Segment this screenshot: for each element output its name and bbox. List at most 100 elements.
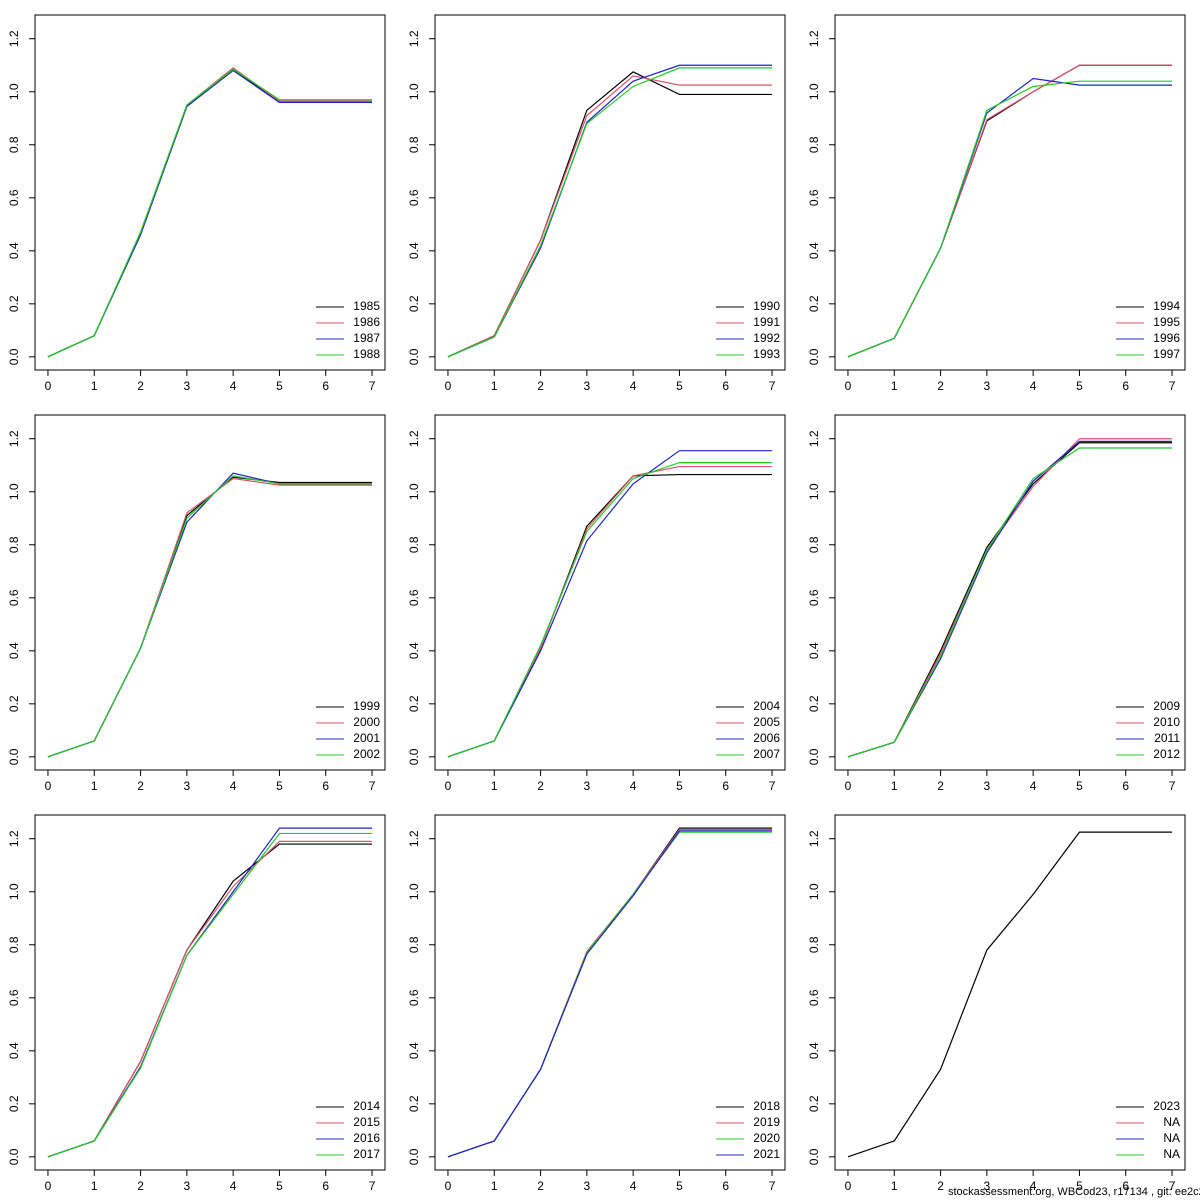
y-tick-label: 1.0 [7, 883, 21, 900]
series-line [47, 67, 373, 358]
series-line [447, 75, 773, 358]
y-tick-label: 0.2 [407, 695, 421, 712]
series-line [447, 828, 773, 1158]
series-line [847, 438, 1173, 758]
x-tick-label: 5 [1076, 1179, 1083, 1193]
legend-label: 2000 [353, 715, 380, 729]
x-tick-label: 6 [322, 779, 329, 793]
y-tick-label: 0.8 [407, 936, 421, 953]
y-tick-label: 0.6 [807, 989, 821, 1006]
y-tick-label: 0.8 [7, 936, 21, 953]
y-tick-label: 1.2 [807, 830, 821, 847]
legend-label: 1995 [1153, 315, 1180, 329]
y-tick-label: 0.8 [407, 536, 421, 553]
x-tick-label: 7 [1169, 779, 1176, 793]
legend-label: NA [1163, 1115, 1180, 1129]
y-tick-label: 1.2 [407, 430, 421, 447]
x-tick-label: 4 [230, 779, 237, 793]
x-tick-label: 2 [937, 779, 944, 793]
y-tick-label: 0.6 [407, 189, 421, 206]
x-tick-label: 3 [584, 379, 591, 393]
x-tick-label: 5 [676, 779, 683, 793]
y-tick-label: 1.0 [807, 883, 821, 900]
y-tick-label: 0.2 [807, 295, 821, 312]
x-tick-label: 5 [276, 1179, 283, 1193]
series-line [47, 69, 373, 358]
y-tick-label: 1.2 [807, 430, 821, 447]
y-tick-label: 0.0 [407, 1148, 421, 1165]
series-line [847, 80, 1173, 358]
x-tick-label: 0 [45, 379, 52, 393]
legend-label: 2012 [1153, 747, 1180, 761]
legend-label: 2015 [353, 1115, 380, 1129]
legend-label: 1992 [753, 331, 780, 345]
y-tick-label: 0.0 [407, 748, 421, 765]
x-tick-label: 0 [45, 1179, 52, 1193]
legend-label: 1993 [753, 347, 780, 361]
x-tick-label: 4 [1030, 1179, 1037, 1193]
legend-label: 1999 [353, 699, 380, 713]
y-tick-label: 0.4 [407, 242, 421, 259]
x-tick-label: 2 [537, 1179, 544, 1193]
legend-label: 2019 [753, 1115, 780, 1129]
series-line [447, 462, 773, 758]
y-tick-label: 0.8 [807, 536, 821, 553]
x-tick-label: 7 [769, 379, 776, 393]
x-tick-label: 3 [184, 779, 191, 793]
x-tick-label: 3 [984, 779, 991, 793]
y-tick-label: 0.4 [7, 242, 21, 259]
series-line [447, 450, 773, 758]
x-tick-label: 4 [630, 1179, 637, 1193]
x-tick-label: 3 [984, 379, 991, 393]
x-tick-label: 1 [91, 1179, 98, 1193]
y-tick-label: 0.6 [7, 189, 21, 206]
y-tick-label: 1.2 [807, 30, 821, 47]
legend-label: 1987 [353, 331, 380, 345]
legend-label: 2020 [753, 1131, 780, 1145]
y-tick-label: 0.6 [407, 589, 421, 606]
legend-label: 1985 [353, 299, 380, 313]
y-tick-label: 1.0 [407, 483, 421, 500]
legend-label: NA [1163, 1131, 1180, 1145]
series-line [847, 442, 1173, 758]
x-tick-label: 2 [537, 779, 544, 793]
legend-label: 1991 [753, 315, 780, 329]
series-line [447, 465, 773, 758]
y-tick-label: 0.6 [7, 589, 21, 606]
y-tick-label: 0.2 [7, 1095, 21, 1112]
x-tick-label: 5 [276, 379, 283, 393]
x-tick-label: 7 [1169, 1179, 1176, 1193]
series-line [447, 67, 773, 358]
y-tick-label: 0.4 [7, 642, 21, 659]
plot-frame [34, 814, 386, 1171]
x-tick-label: 1 [91, 779, 98, 793]
plot-frame [434, 814, 786, 1171]
legend-label: 2001 [353, 731, 380, 745]
legend-label: 2021 [753, 1147, 780, 1161]
x-tick-label: 7 [1169, 379, 1176, 393]
y-tick-label: 0.2 [407, 1095, 421, 1112]
x-tick-label: 0 [845, 779, 852, 793]
x-tick-label: 1 [491, 379, 498, 393]
series-line [447, 827, 773, 1158]
y-tick-label: 0.0 [807, 348, 821, 365]
y-tick-label: 0.4 [807, 1042, 821, 1059]
y-tick-label: 0.4 [407, 642, 421, 659]
x-tick-label: 6 [722, 779, 729, 793]
x-tick-label: 1 [891, 1179, 898, 1193]
legend-label: 2007 [753, 747, 780, 761]
y-tick-label: 1.0 [807, 483, 821, 500]
series-line [47, 827, 373, 1158]
y-tick-label: 0.8 [7, 536, 21, 553]
series-line [47, 68, 373, 358]
x-tick-label: 0 [45, 779, 52, 793]
x-tick-label: 1 [891, 779, 898, 793]
series-line [847, 831, 1173, 1158]
legend-label: 1988 [353, 347, 380, 361]
plot-frame [434, 414, 786, 771]
legend-label: 2009 [1153, 699, 1180, 713]
legend-label: 2005 [753, 715, 780, 729]
series-line [47, 840, 373, 1158]
series-line [847, 77, 1173, 358]
